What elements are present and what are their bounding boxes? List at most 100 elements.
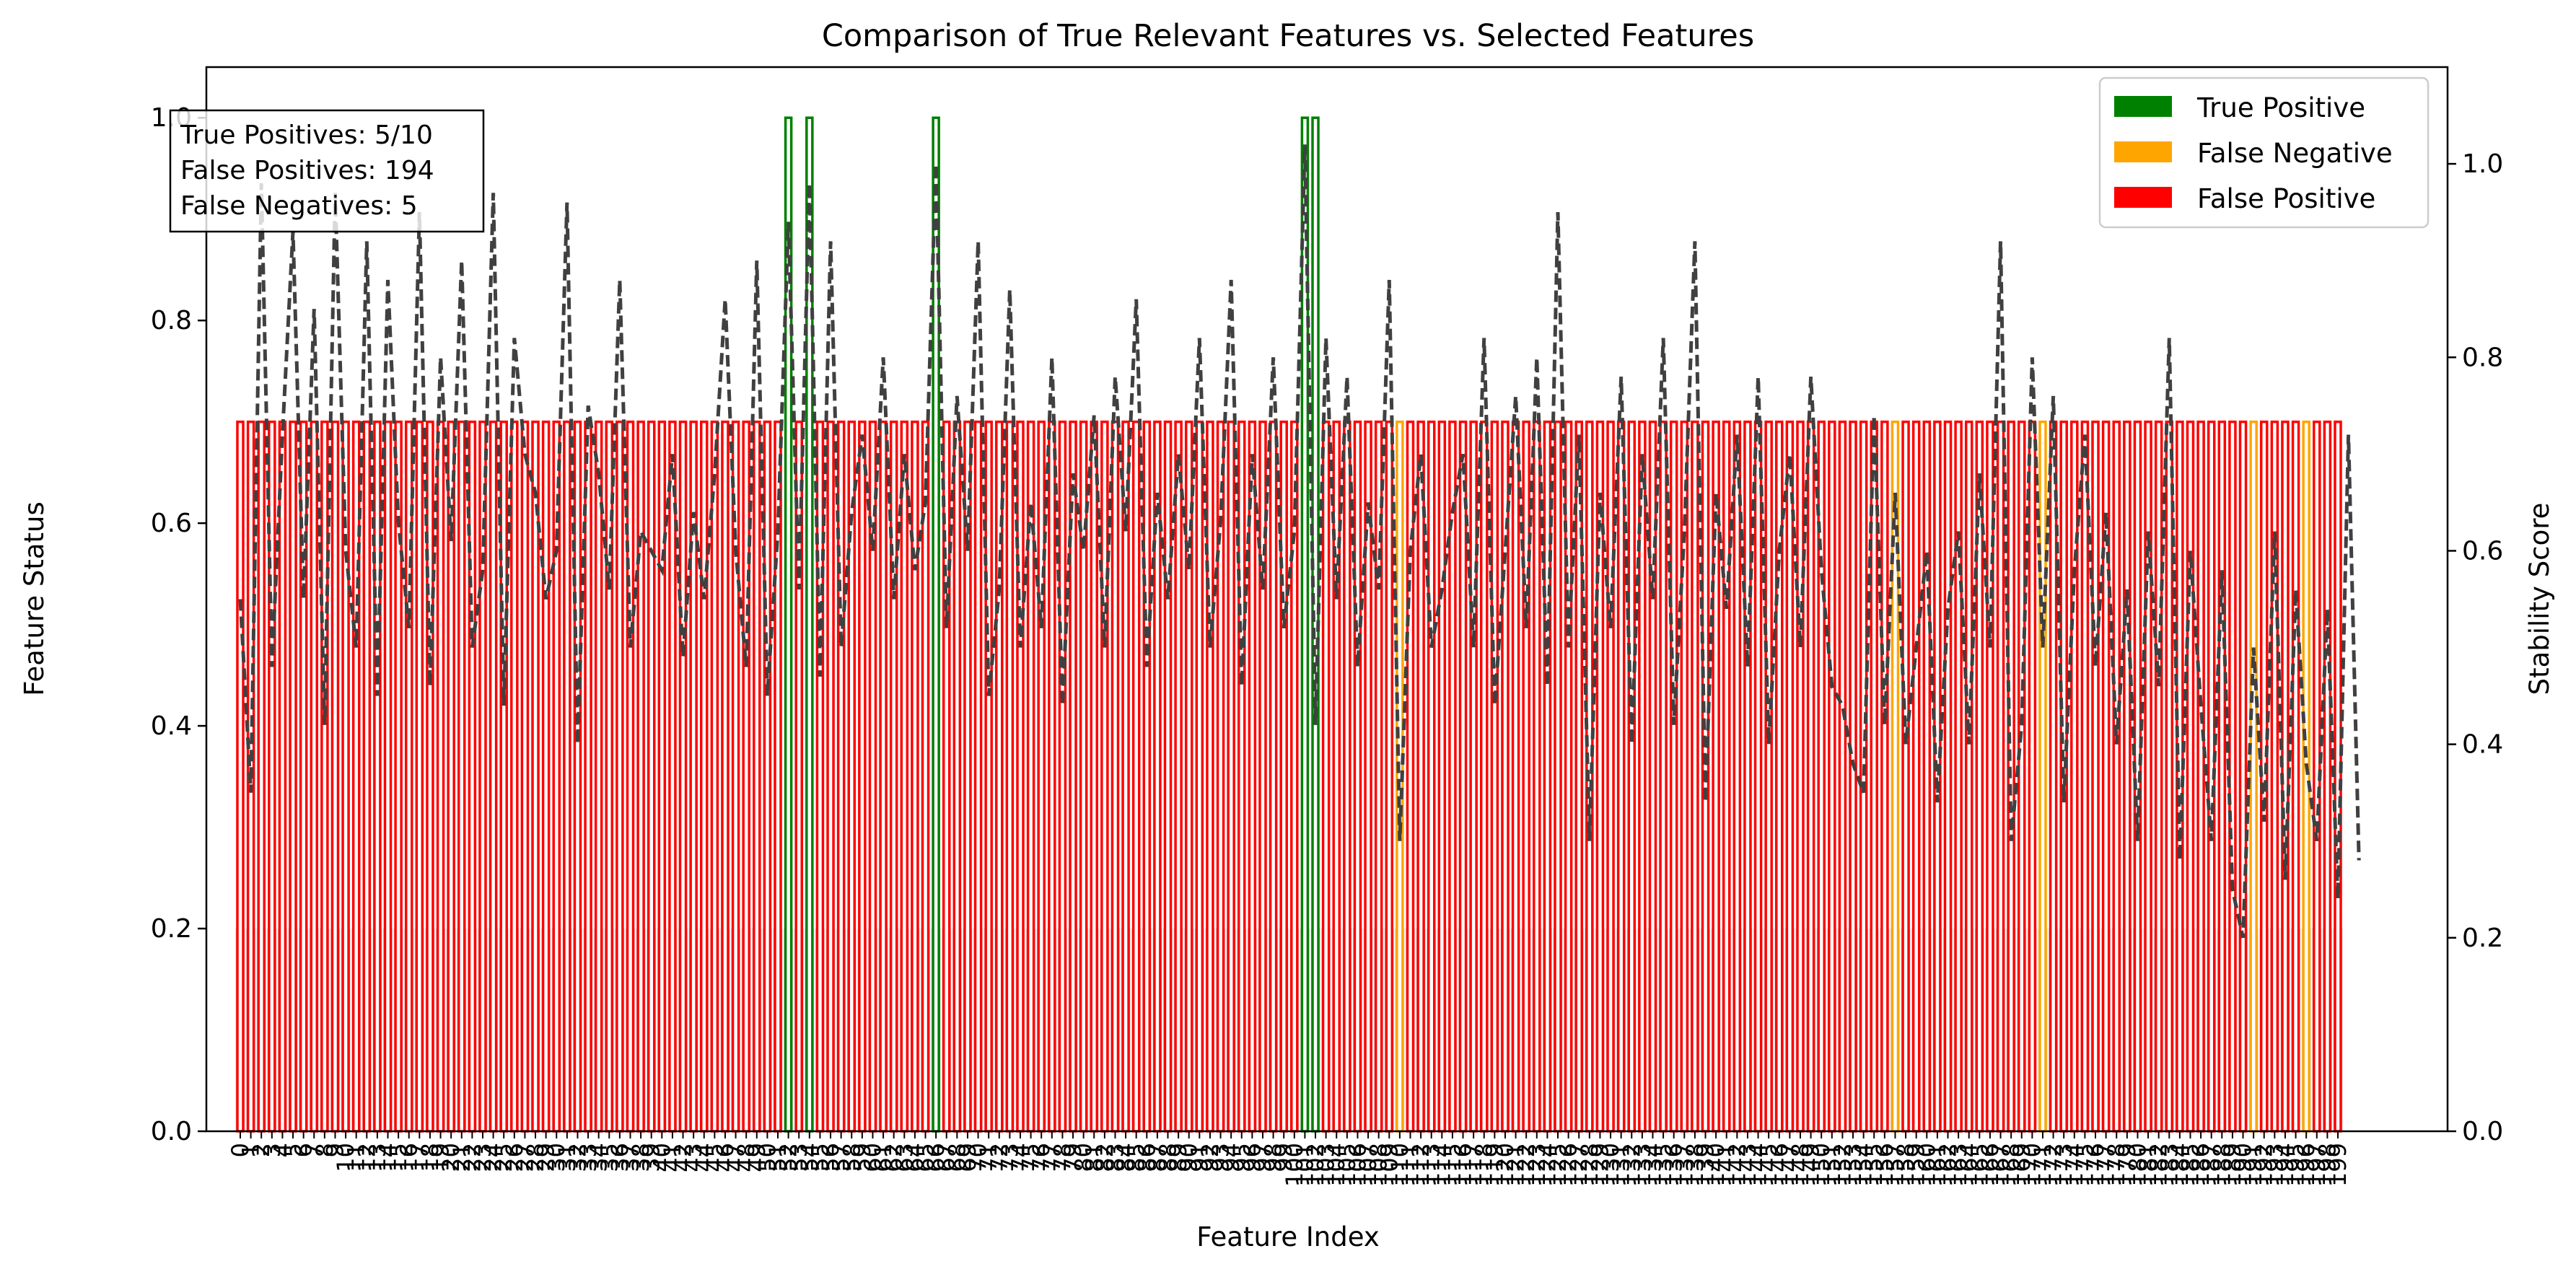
bar-false-positive-92 [1206,420,1214,1133]
x-tick-label-179: 179 [2113,1143,2141,1187]
x-tick-label-0: 0 [227,1143,254,1157]
x-tick-label-40: 40 [648,1143,675,1172]
x-tick-label-46: 46 [711,1143,739,1172]
x-tick-label-66: 66 [922,1143,950,1172]
x-tick-label-3: 3 [258,1143,286,1157]
x-tick-label-15: 15 [385,1143,412,1172]
bar-false-positive-56 [826,420,835,1133]
x-tick-label-137: 137 [1670,1143,1698,1187]
x-tick-label-164: 164 [1955,1143,1983,1187]
x-tick-label-110: 110 [1386,1143,1414,1187]
bar-false-positive-161 [1933,420,1942,1133]
x-tick-label-129: 129 [1586,1143,1613,1187]
x-tick-label-6: 6 [290,1143,317,1157]
x-tick-label-170: 170 [2018,1143,2046,1187]
x-tick-label-58: 58 [838,1143,865,1172]
y-axis-left: 0.00.20.40.60.81.0 [151,103,206,1146]
x-tick-label-56: 56 [817,1143,844,1172]
stats-true-positives: True Positives: 5/10 [180,120,433,150]
bar-false-positive-117 [1469,420,1478,1133]
x-tick-label-71: 71 [975,1143,1002,1172]
bar-false-positive-107 [1364,420,1372,1133]
bar-false-positive-83 [1110,420,1120,1133]
bar-false-positive-135 [1659,420,1668,1133]
x-tick-label-91: 91 [1186,1143,1213,1172]
x-tick-label-124: 124 [1533,1143,1561,1187]
x-tick-label-186: 186 [2187,1143,2214,1187]
x-tick-label-34: 34 [585,1143,613,1172]
x-tick-label-83: 83 [1102,1143,1129,1172]
bar-false-positive-8 [320,420,329,1133]
bar-false-positive-170 [2028,420,2037,1133]
x-tick-label-89: 89 [1165,1143,1192,1172]
bar-false-positive-76 [1037,420,1046,1133]
y-tick-label-1: 0.2 [151,914,192,944]
bar-false-positive-137 [1680,420,1689,1133]
bar-false-positive-181 [2144,420,2152,1133]
x-tick-label-142: 142 [1723,1143,1751,1187]
bar-false-positive-49 [753,420,761,1133]
x-tick-label-171: 171 [2029,1143,2056,1187]
bar-false-positive-124 [1543,420,1552,1133]
bar-false-positive-29 [541,420,551,1133]
bar-false-positive-50 [763,420,772,1133]
y2-tick-label-4: 0.8 [2462,343,2503,372]
bar-false-positive-119 [1490,420,1499,1133]
x-tick-label-68: 68 [943,1143,971,1172]
bar-false-positive-19 [436,420,445,1133]
x-tick-label-62: 62 [880,1143,908,1172]
bar-false-positive-121 [1511,420,1520,1133]
bar-false-positive-81 [1090,420,1099,1133]
bar-false-positive-105 [1343,420,1351,1133]
bar-false-positive-25 [499,420,508,1133]
x-tick-label-74: 74 [1007,1143,1034,1172]
x-tick-label-78: 78 [1048,1143,1076,1172]
bar-false-positive-40 [657,420,667,1133]
bar-false-positive-141 [1722,420,1731,1133]
x-tick-label-135: 135 [1650,1143,1677,1187]
x-tick-label-182: 182 [2145,1143,2173,1187]
bar-false-positive-18 [426,420,434,1133]
x-tick-label-141: 141 [1713,1143,1740,1187]
x-tick-label-122: 122 [1512,1143,1540,1187]
bar-false-positive-67 [942,420,951,1133]
x-tick-label-69: 69 [954,1143,981,1172]
bar-false-positive-55 [815,420,825,1133]
x-tick-label-106: 106 [1344,1143,1372,1187]
y-tick-label-4: 0.8 [151,306,192,335]
y2-tick-label-5: 1.0 [2462,149,2503,179]
y-tick-label-2: 0.4 [151,711,192,741]
x-tick-label-37: 37 [617,1143,644,1172]
x-tick-label-126: 126 [1555,1143,1582,1187]
bar-false-positive-199 [2334,420,2342,1133]
x-tick-label-109: 109 [1375,1143,1403,1187]
x-tick-label-153: 153 [1839,1143,1867,1187]
x-tick-label-8: 8 [311,1143,338,1157]
x-tick-label-125: 125 [1544,1143,1572,1187]
x-tick-label-152: 152 [1828,1143,1856,1187]
y-tick-label-3: 0.6 [151,509,192,538]
x-tick-label-84: 84 [1112,1143,1139,1172]
bar-false-positive-162 [1943,420,1953,1133]
bar-false-positive-156 [1880,420,1889,1133]
bar-false-positive-106 [1353,420,1362,1133]
x-tick-label-192: 192 [2251,1143,2278,1187]
bar-false-positive-176 [2091,420,2100,1133]
y-axis-label: Feature Status [19,501,50,695]
x-tick-label-191: 191 [2240,1143,2267,1187]
x-tick-label-94: 94 [1217,1143,1245,1172]
bar-false-positive-70 [973,420,983,1133]
x-tick-label-60: 60 [859,1143,887,1172]
x-tick-label-144: 144 [1745,1143,1772,1187]
x-tick-label-103: 103 [1313,1143,1340,1187]
x-tick-label-197: 197 [2303,1143,2331,1187]
x-tick-label-148: 148 [1787,1143,1814,1187]
x-tick-label-70: 70 [965,1143,992,1172]
x-tick-label-5: 5 [279,1143,307,1157]
x-tick-label-31: 31 [553,1143,581,1172]
bar-false-positive-68 [952,420,962,1133]
legend-frame [2098,76,2430,229]
bar-false-positive-118 [1479,420,1489,1133]
bar-false-positive-77 [1048,420,1056,1133]
